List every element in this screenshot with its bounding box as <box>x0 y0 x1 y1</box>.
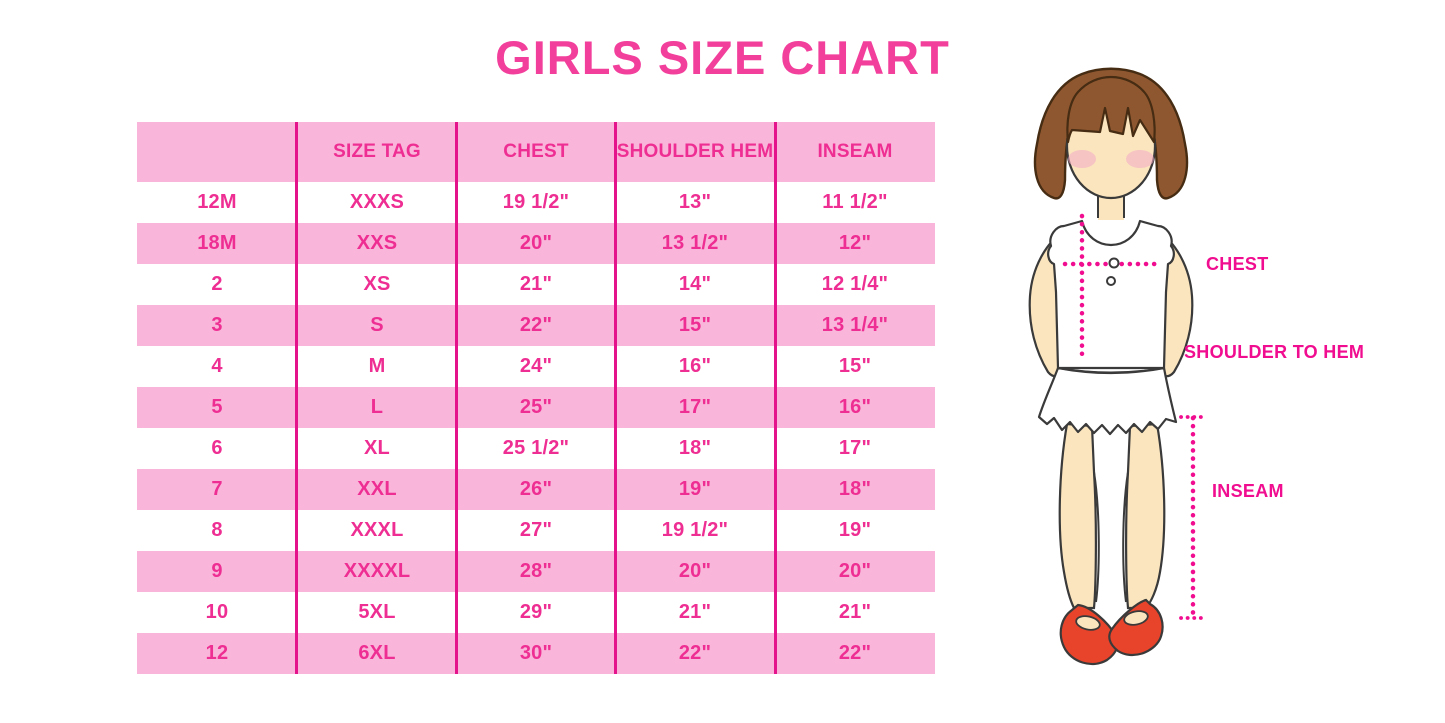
shoulder-hem-cell: 16" <box>678 355 712 377</box>
inseam-cell: 19" <box>838 519 872 541</box>
size-tag-cell: XXXL <box>350 519 404 541</box>
table-row: 5 L 25" 17" 16" <box>137 387 935 428</box>
header-cell-shoulder-hem: SHOULDER HEM <box>616 141 774 162</box>
header-cell-size-tag: SIZE TAG <box>333 141 421 162</box>
chest-cell: 20" <box>519 232 553 254</box>
table-row: 8 XXXL 27" 19 1/2" 19" <box>137 510 935 551</box>
size-tag-cell: L <box>370 396 384 418</box>
shoulder-hem-cell: 13 1/2" <box>661 232 729 254</box>
chest-label: CHEST <box>1206 254 1269 274</box>
size-tag-cell: XXL <box>357 478 397 500</box>
legs <box>1058 422 1166 610</box>
size-tag-cell: 5XL <box>358 601 396 623</box>
table-row: 3 S 22" 15" 13 1/4" <box>137 305 935 346</box>
size-cell: 3 <box>211 314 223 336</box>
size-cell: 6 <box>211 437 223 459</box>
girl-illustration: CHEST SHOULDER TO HEM INSEAM <box>990 40 1445 723</box>
size-cell: 7 <box>211 478 223 500</box>
shoes <box>1059 598 1164 665</box>
size-cell: 8 <box>211 519 223 541</box>
size-tag-cell: XL <box>364 437 390 459</box>
size-cell: 4 <box>211 355 223 377</box>
chest-cell: 21" <box>519 273 553 295</box>
page-title: GIRLS SIZE CHART <box>495 31 950 84</box>
table-row: 10 5XL 29" 21" 21" <box>137 592 935 633</box>
chest-cell: 22" <box>519 314 553 336</box>
skirt <box>1037 366 1178 436</box>
table-row: 18M XXS 20" 13 1/2" 12" <box>137 223 935 264</box>
chest-cell: 29" <box>519 601 553 623</box>
size-cell: 2 <box>211 273 223 295</box>
inseam-cell: 16" <box>838 396 872 418</box>
shoulder-hem-cell: 20" <box>678 560 712 582</box>
table-row: 7 XXL 26" 19" 18" <box>137 469 935 510</box>
shoulder-hem-cell: 19" <box>678 478 712 500</box>
column-divider <box>774 122 777 674</box>
column-divider <box>614 122 617 674</box>
table-row: 12M XXXS 19 1/2" 13" 11 1/2" <box>137 182 935 223</box>
inseam-cell: 13 1/4" <box>821 314 889 336</box>
inseam-cell: 11 1/2" <box>822 191 888 213</box>
table-row: 12 6XL 30" 22" 22" <box>137 633 935 674</box>
inseam-cell: 12" <box>838 232 872 254</box>
girl-figure-svg <box>1028 67 1208 665</box>
inseam-cell: 20" <box>838 560 872 582</box>
size-cell: 12M <box>197 191 237 213</box>
column-divider <box>295 122 298 674</box>
shoulder-hem-cell: 18" <box>678 437 712 459</box>
shoulder-hem-cell: 21" <box>678 601 712 623</box>
inseam-label: INSEAM <box>1212 481 1284 501</box>
table-row: 2 XS 21" 14" 12 1/4" <box>137 264 935 305</box>
inseam-cell: 18" <box>838 478 872 500</box>
size-tag-cell: XS <box>363 273 391 295</box>
header-cell-blank <box>137 122 297 182</box>
size-cell: 10 <box>205 601 229 623</box>
size-tag-cell: XXS <box>356 232 398 254</box>
chest-cell: 19 1/2" <box>502 191 570 213</box>
chest-cell: 26" <box>519 478 553 500</box>
header-cell-chest: CHEST <box>503 141 569 162</box>
inseam-cell: 17" <box>838 437 872 459</box>
size-cell: 18M <box>197 232 237 254</box>
table-row: 9 XXXXL 28" 20" 20" <box>137 551 935 592</box>
shoulder-hem-cell: 17" <box>678 396 712 418</box>
size-tag-cell: XXXS <box>349 191 405 213</box>
chest-cell: 25" <box>519 396 553 418</box>
shoulder-hem-cell: 13" <box>678 191 712 213</box>
bodice <box>1047 219 1175 374</box>
chest-cell: 28" <box>519 560 553 582</box>
size-tag-cell: M <box>368 355 386 377</box>
size-chart-table: SIZE TAG CHEST SHOULDER HEM INSEAM 12M X… <box>137 122 935 674</box>
chest-cell: 25 1/2" <box>502 437 570 459</box>
bangs <box>1066 75 1156 144</box>
table-header-row: SIZE TAG CHEST SHOULDER HEM INSEAM <box>137 122 935 182</box>
shoulder-hem-cell: 15" <box>678 314 712 336</box>
table-row: 6 XL 25 1/2" 18" 17" <box>137 428 935 469</box>
size-cell: 9 <box>211 560 223 582</box>
shoulder-hem-cell: 19 1/2" <box>661 519 729 541</box>
table-row: 4 M 24" 16" 15" <box>137 346 935 387</box>
chest-cell: 24" <box>519 355 553 377</box>
shoulder-to-hem-label: SHOULDER TO HEM <box>1184 342 1365 362</box>
size-cell: 5 <box>211 396 223 418</box>
size-tag-cell: 6XL <box>358 642 396 664</box>
blush <box>1068 150 1154 168</box>
inseam-cell: 12 1/4" <box>821 273 889 295</box>
inseam-cell: 15" <box>838 355 872 377</box>
header-cell-inseam: INSEAM <box>817 141 893 162</box>
size-cell: 12 <box>205 642 229 664</box>
column-divider <box>455 122 458 674</box>
chest-cell: 30" <box>519 642 553 664</box>
inseam-cell: 21" <box>838 601 872 623</box>
shoulder-hem-cell: 22" <box>678 642 712 664</box>
size-tag-cell: XXXXL <box>343 560 411 582</box>
inseam-cell: 22" <box>838 642 872 664</box>
shoulder-hem-cell: 14" <box>678 273 712 295</box>
chest-cell: 27" <box>519 519 553 541</box>
buttons <box>1106 257 1120 286</box>
size-tag-cell: S <box>370 314 384 336</box>
